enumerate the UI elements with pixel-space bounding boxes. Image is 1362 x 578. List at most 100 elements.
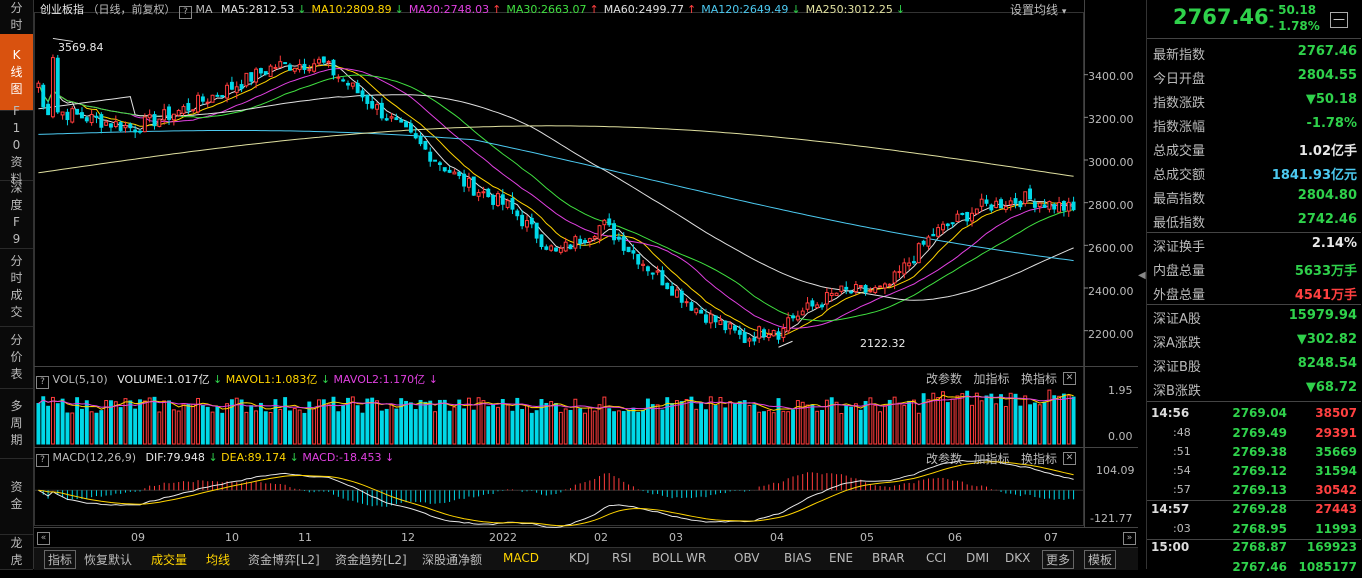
left-tab-7[interactable]: 资金: [0, 458, 33, 535]
indicator-tab-11[interactable]: WR: [686, 551, 707, 565]
candle-body: [186, 103, 191, 111]
tick-time: 14:57: [1151, 502, 1190, 516]
volume-bar: [41, 396, 46, 445]
candle-body: [176, 110, 181, 116]
volume-axis-bottom: 0.00: [1108, 430, 1133, 443]
arrow-up-icon: ↑: [686, 3, 697, 16]
mavol1-value: MAVOL1:1.083亿: [225, 373, 318, 386]
indicator-tab-17[interactable]: DMI: [966, 551, 990, 565]
volume-bar: [999, 394, 1003, 445]
candle-body: [263, 71, 268, 75]
left-tab-1[interactable]: K线图: [0, 34, 33, 111]
left-tab-5[interactable]: 分价表: [0, 326, 33, 389]
quote-label: 深B涨跌: [1153, 384, 1201, 399]
indicator-tab-2[interactable]: 成交量: [151, 553, 188, 567]
add-indicator-button[interactable]: 加指标: [973, 372, 1010, 386]
tick-price: 2769.28: [1232, 502, 1287, 516]
left-tab-6[interactable]: 多周期: [0, 388, 33, 459]
volume-bar: [602, 396, 607, 445]
candle-body: [312, 63, 317, 72]
scroll-right-icon[interactable]: »: [1123, 532, 1136, 545]
volume-bar: [853, 403, 858, 445]
indicator-tab-7[interactable]: MACD: [503, 551, 539, 565]
edit-params-button[interactable]: 改参数: [926, 372, 963, 386]
indicator-tab-8[interactable]: KDJ: [569, 551, 590, 565]
volume-bar: [1061, 393, 1066, 445]
indicator-tab-15[interactable]: BRAR: [872, 551, 905, 565]
candle-body: [491, 194, 496, 205]
kline-chart[interactable]: [34, 0, 1138, 547]
indicator-tab-14[interactable]: ENE: [829, 551, 854, 565]
add-indicator-button[interactable]: 加指标: [973, 452, 1010, 466]
close-icon[interactable]: ✕: [1063, 372, 1076, 385]
volume-bar: [844, 404, 849, 445]
help-icon[interactable]: ?: [179, 6, 192, 19]
help-icon[interactable]: ?: [36, 454, 49, 467]
candle-body: [873, 287, 878, 293]
help-icon[interactable]: ?: [36, 376, 49, 389]
candle-body: [534, 222, 539, 239]
scroll-left-icon[interactable]: «: [37, 532, 50, 545]
switch-indicator-button[interactable]: 换指标: [1020, 452, 1057, 466]
left-tab-0[interactable]: 分时: [0, 0, 33, 35]
left-tab-4[interactable]: 分时成交: [0, 248, 33, 327]
volume-bar: [133, 408, 138, 445]
indicator-tab-4[interactable]: 资金博弈[L2]: [248, 553, 320, 567]
left-tab-2[interactable]: F10资料: [0, 104, 33, 186]
candle-body: [268, 65, 273, 77]
candle-body: [636, 254, 641, 265]
candle-body: [568, 244, 573, 250]
volume-bar: [916, 412, 921, 445]
switch-indicator-button[interactable]: 换指标: [1020, 372, 1057, 386]
candle-body: [757, 326, 762, 339]
candle-body: [665, 282, 670, 290]
edit-params-button[interactable]: 改参数: [926, 452, 963, 466]
quote-label: 内盘总量: [1153, 264, 1206, 279]
left-tab-8[interactable]: 龙虎: [0, 534, 33, 570]
quote-row: 指数涨幅 -1.78%: [1147, 113, 1361, 137]
ma-settings-button[interactable]: 设置均线 ▾: [1010, 1, 1066, 18]
volume-bar: [689, 396, 694, 445]
indicator-tab-12[interactable]: OBV: [734, 551, 760, 565]
close-icon[interactable]: ✕: [1063, 452, 1076, 465]
indicator-tab-13[interactable]: BIAS: [784, 551, 812, 565]
indicator-tab-0[interactable]: 指标: [44, 550, 77, 569]
indicator-tab-10[interactable]: BOLL: [652, 551, 683, 565]
quote-label: 总成交额: [1153, 168, 1206, 183]
volume-bar: [263, 411, 268, 445]
arrow-down-icon: ↓: [208, 451, 218, 464]
indicator-tab-9[interactable]: RSI: [612, 551, 632, 565]
indicator-tab-6[interactable]: 深股通净额: [422, 553, 483, 567]
tick-row: 14:56 2769.04 38507: [1147, 404, 1361, 424]
volume-bar: [1018, 405, 1023, 445]
volume-bar: [529, 412, 534, 445]
quote-row: 内盘总量 5633万手: [1147, 257, 1361, 281]
candle-body: [1032, 201, 1037, 208]
volume-bar: [176, 410, 181, 445]
volume-bar: [742, 400, 747, 445]
volume-bar: [370, 397, 375, 445]
volume-bar: [679, 401, 684, 445]
price-tick-label: 2600.00: [1088, 242, 1134, 255]
candle-body: [1028, 188, 1032, 200]
indicator-tab-5[interactable]: 资金趋势[L2]: [335, 553, 407, 567]
volume-bar: [94, 412, 99, 445]
candle-body: [587, 238, 592, 243]
candle-body: [147, 114, 152, 119]
indicator-tab-1[interactable]: 恢复默认: [84, 553, 133, 567]
candle-body: [984, 199, 989, 204]
minimize-icon[interactable]: —: [1330, 12, 1348, 28]
indicator-tab-18[interactable]: DKX: [1005, 551, 1031, 565]
volume-bar: [384, 408, 389, 445]
left-tab-3[interactable]: 深度F9: [0, 180, 33, 249]
indicator-tab-3[interactable]: 均线: [206, 553, 231, 567]
volume-bar: [404, 400, 408, 445]
volume-bar: [747, 405, 752, 445]
volume-bar: [312, 408, 317, 445]
left-tab-label: F10资料: [10, 103, 23, 186]
collapse-panel-icon[interactable]: ◀: [1138, 270, 1146, 281]
indicator-tab-19[interactable]: 更多: [1042, 550, 1075, 569]
left-tab-label: K线图: [10, 47, 23, 96]
indicator-tab-20[interactable]: 模板: [1084, 550, 1117, 569]
indicator-tab-16[interactable]: CCI: [926, 551, 947, 565]
